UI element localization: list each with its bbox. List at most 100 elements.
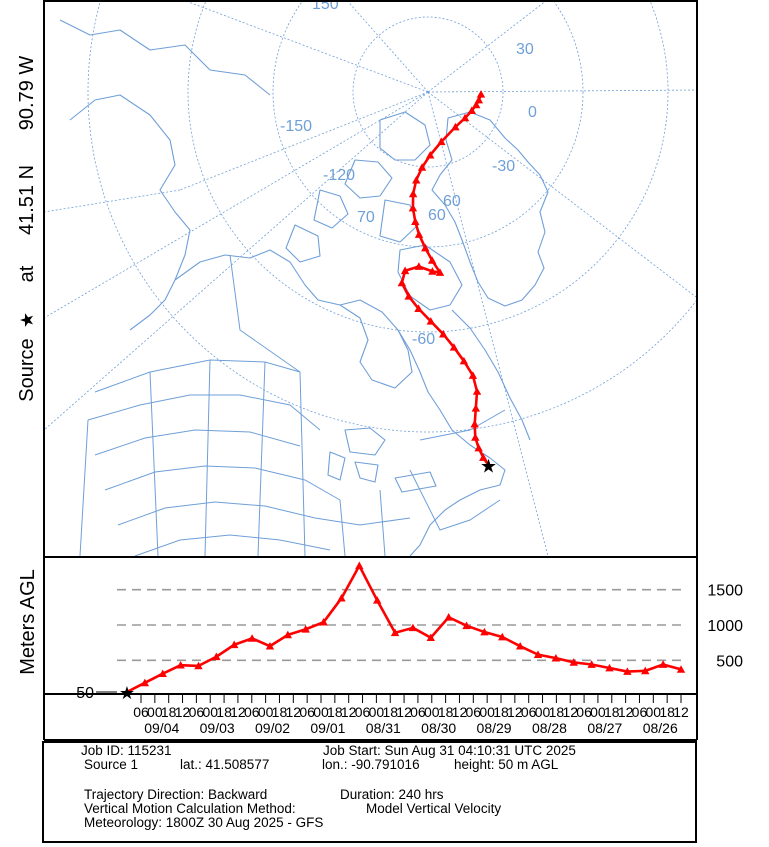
boundary-line xyxy=(379,489,386,556)
altitude-point xyxy=(230,640,239,649)
boundary-line xyxy=(339,499,346,556)
trajectory-point xyxy=(451,122,460,131)
meridian-line xyxy=(179,91,429,191)
date-label: 09/03 xyxy=(200,720,235,736)
vertical-method-value: Model Vertical Velocity xyxy=(366,801,502,816)
source-height: height: 50 m AGL xyxy=(454,757,559,772)
altitude-point xyxy=(176,661,185,669)
latitude-circle-70 xyxy=(272,0,584,248)
boundary-line xyxy=(117,501,411,526)
trajectory-point xyxy=(476,90,486,98)
source-lon: lon.: -90.791016 xyxy=(322,757,420,772)
graticule-labels: 150 30 0 -150 -30 60 -120 70 -60 60 xyxy=(280,0,537,348)
hour-tick-label: 12 xyxy=(562,704,578,720)
boundary-line xyxy=(94,429,301,456)
source-label-at: at xyxy=(16,265,38,282)
date-label: 08/31 xyxy=(366,720,401,736)
boundary-line xyxy=(87,394,321,431)
boundary-line xyxy=(79,419,89,556)
altitude-point xyxy=(444,613,453,621)
trajectory-point xyxy=(474,443,483,452)
coastlines xyxy=(59,19,549,556)
graticule-label: -30 xyxy=(492,158,515,175)
graticule-label: 60 xyxy=(443,193,461,210)
source-lat: lat.: 41.508577 xyxy=(180,757,270,772)
boundary-line xyxy=(134,534,331,556)
hour-tick-label: 12 xyxy=(618,704,634,720)
graticule-label: 0 xyxy=(528,104,537,121)
boundary-line xyxy=(149,371,159,556)
hour-tick-label: 18 xyxy=(327,704,343,720)
hour-tick-label: 06 xyxy=(466,704,482,720)
hudson-bay-outline xyxy=(339,304,413,389)
date-label: 08/26 xyxy=(643,720,678,736)
trajectory-point xyxy=(471,433,480,441)
map-frame xyxy=(43,0,698,558)
arctic-island-outline xyxy=(285,224,321,263)
source-number: Source 1 xyxy=(84,757,139,772)
hour-tick-label: 12 xyxy=(507,704,523,720)
hour-tick-label: 06 xyxy=(244,704,260,720)
altitude-point xyxy=(641,666,650,675)
altitude-point xyxy=(569,658,578,666)
hour-tick-label: 18 xyxy=(549,704,565,720)
date-label: 08/28 xyxy=(532,720,567,736)
date-label: 09/01 xyxy=(310,720,345,736)
source-label-prefix: Source xyxy=(16,338,38,401)
graticule-label: 30 xyxy=(516,41,534,58)
great-lakes-outline xyxy=(394,471,437,493)
altitude-point xyxy=(372,596,382,604)
altitude-point xyxy=(194,661,203,670)
hour-tick-label: 00 xyxy=(646,704,662,720)
hour-tick-label: 00 xyxy=(535,704,551,720)
trajectory-point xyxy=(426,150,435,159)
altitude-point xyxy=(301,625,310,633)
meridian-line xyxy=(346,0,429,93)
date-label: 09/02 xyxy=(255,720,290,736)
meridian-line xyxy=(182,0,429,93)
panel-frames xyxy=(43,0,698,741)
meridian-line xyxy=(427,89,697,93)
trajectory-point xyxy=(460,113,470,122)
trajectory-point xyxy=(408,189,418,198)
boundary-line xyxy=(104,465,341,501)
altitude-point xyxy=(408,623,418,632)
hour-tick-label: 00 xyxy=(424,704,440,720)
altitude-ytick-label: 1500 xyxy=(707,583,743,600)
great-lakes-outline xyxy=(327,451,346,481)
meridian-line xyxy=(44,189,181,213)
altitude-point xyxy=(212,652,221,661)
altitude-ytick-label: 500 xyxy=(716,653,743,670)
hour-tick-label: 18 xyxy=(493,704,509,720)
trajectory-point xyxy=(435,268,445,276)
graticule-label: -120 xyxy=(323,167,355,184)
altitude-point xyxy=(623,667,632,675)
altitude-ylabel: Meters AGL xyxy=(17,569,39,675)
hour-tick-label: 18 xyxy=(161,704,177,720)
trajectory-point xyxy=(414,304,423,312)
source-label-star: ★ xyxy=(17,312,38,328)
job-id: Job ID: 115231 xyxy=(81,743,172,758)
arctic-island-outline xyxy=(313,189,349,229)
boundary-line xyxy=(94,359,301,393)
date-label: 08/27 xyxy=(587,720,622,736)
arctic-island-outline xyxy=(344,159,393,199)
trajectory-point xyxy=(449,343,459,351)
hour-tick-label: 00 xyxy=(258,704,274,720)
great-lakes-outline xyxy=(354,461,379,483)
arctic-island-outline xyxy=(379,199,419,243)
boundary-line xyxy=(299,371,306,556)
trajectory-point xyxy=(412,175,421,184)
hour-tick-label: 00 xyxy=(590,704,606,720)
hour-tick-label: 06 xyxy=(133,704,149,720)
trajectory-point xyxy=(397,278,407,287)
altitude-point xyxy=(390,628,400,637)
hour-tick-label: 18 xyxy=(272,704,288,720)
graticule xyxy=(44,0,697,556)
trajectory-point xyxy=(428,267,437,275)
hour-tick-label: 18 xyxy=(604,704,620,720)
hour-tick-label: 00 xyxy=(313,704,329,720)
vertical-method-label: Vertical Motion Calculation Method: xyxy=(84,801,296,816)
